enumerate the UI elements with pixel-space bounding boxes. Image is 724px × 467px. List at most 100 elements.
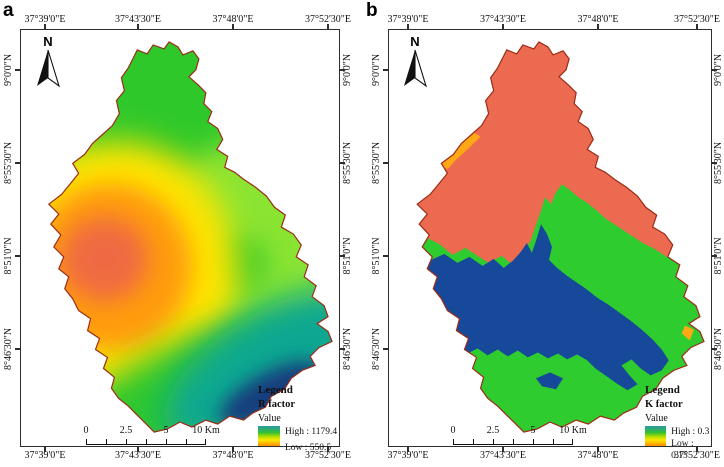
tick [502, 24, 504, 29]
k-class-orange-patch [681, 325, 694, 341]
scale-bar: 0 2.5 5 10 Km [83, 425, 220, 445]
tick [502, 447, 504, 452]
tick [340, 69, 345, 71]
scale-tick [125, 439, 128, 444]
legend-low-value: Low : 0.15 [671, 439, 694, 461]
scale-tick [166, 439, 168, 444]
legend-r-factor: Legend R factor Value High : 1179.4 Low … [258, 384, 337, 454]
tick [696, 24, 698, 29]
north-arrow: N [398, 35, 432, 93]
lat-label: 8°51'0"N [3, 237, 14, 275]
lat-label: 8°55'30"N [3, 141, 14, 185]
scale-tick [473, 439, 475, 444]
tick [15, 69, 20, 71]
scale-bar-labels: 0 2.5 5 10 Km [83, 425, 220, 438]
scale-bar-line [86, 438, 206, 445]
lon-label: 37°52'30"E [305, 14, 351, 25]
lon-label: 37°48'0"E [577, 450, 619, 461]
lat-label: 8°51'0"N [371, 237, 382, 275]
tick [712, 69, 717, 71]
legend-high-value: High : 1179.4 [285, 427, 338, 437]
north-arrow-label: N [43, 34, 53, 49]
lon-label: 37°48'0"E [212, 450, 254, 461]
lat-label: 8°55'30"N [371, 141, 382, 185]
lon-label: 37°39'0"E [387, 14, 429, 25]
legend-color-ramp [258, 426, 280, 446]
scale-tick [106, 439, 108, 444]
north-arrow-icon [37, 49, 61, 88]
tick [232, 447, 234, 452]
scale-tick [571, 439, 573, 444]
scale-tick [86, 439, 88, 444]
scale-tick [492, 439, 495, 444]
map-frame-b: N 0 2.5 5 10 Km L [388, 29, 712, 461]
scale-bar-labels: 0 2.5 5 10 Km [450, 425, 587, 438]
north-arrow-label: N [410, 34, 420, 49]
scale-tick [453, 439, 455, 444]
tick [327, 24, 329, 29]
tick [597, 24, 599, 29]
legend-low-value: Low : 550.5 [285, 443, 332, 453]
tick [44, 24, 46, 29]
tick [383, 255, 388, 257]
lon-label: 37°43'30"E [480, 450, 526, 461]
lat-label: 9°0'0"N [3, 53, 14, 87]
scale-label: 0 [450, 425, 456, 436]
scale-label: 5 [163, 425, 169, 436]
tick [340, 162, 345, 164]
lat-label: 9°0'0"N [371, 53, 382, 87]
lon-label: 37°48'0"E [212, 14, 254, 25]
scale-label: 10 Km [192, 425, 220, 436]
legend-title: Legend [258, 384, 293, 396]
watershed-outline [416, 41, 705, 433]
lon-label: 37°43'30"E [480, 14, 526, 25]
legend-k-factor: Legend K factor Value High : 0.3 Low : 0… [645, 384, 711, 461]
legend-value-label: Value [645, 413, 668, 424]
legend-color-ramp [645, 426, 667, 446]
map-frame-a: N 0 2.5 5 10 Km L [20, 29, 340, 453]
tick [712, 162, 717, 164]
north-arrow: N [31, 35, 65, 93]
legend-high-value: High : 0.3 [671, 427, 710, 437]
lon-label: 37°52'30"E [674, 14, 720, 25]
panel-b-label: b [366, 0, 378, 21]
lon-label: 37°39'0"E [24, 14, 66, 25]
tick [232, 24, 234, 29]
tick [137, 447, 139, 452]
scale-bar: 0 2.5 5 10 Km [450, 425, 587, 445]
scale-label: 2.5 [119, 425, 133, 436]
scale-bar-line [453, 438, 573, 445]
tick [15, 162, 20, 164]
legend-value-label: Value [258, 413, 281, 424]
tick [44, 447, 46, 452]
tick [137, 24, 139, 29]
scale-tick [513, 439, 515, 444]
scale-label: 5 [530, 425, 536, 436]
lon-label: 37°39'0"E [387, 450, 429, 461]
tick [15, 348, 20, 350]
tick [597, 447, 599, 452]
scale-tick [146, 439, 148, 444]
scale-tick [552, 439, 555, 444]
scale-label: 0 [83, 425, 89, 436]
north-arrow-icon [404, 49, 428, 88]
lon-label: 37°43'30"E [115, 14, 161, 25]
lon-label: 37°43'30"E [115, 450, 161, 461]
scale-tick [533, 439, 535, 444]
tick [407, 447, 409, 452]
scale-tick [185, 439, 188, 444]
scale-label: 10 Km [559, 425, 587, 436]
panel-a-label: a [3, 0, 14, 21]
legend-layer-name: K factor [645, 399, 683, 410]
lat-label: 8°46'30"N [371, 327, 382, 371]
tick [712, 348, 717, 350]
lon-label: 37°48'0"E [577, 14, 619, 25]
tick [712, 255, 717, 257]
legend-title: Legend [645, 384, 680, 396]
k-factor-map [416, 41, 705, 433]
lon-label: 37°39'0"E [24, 450, 66, 461]
tick [383, 162, 388, 164]
scale-label: 2.5 [486, 425, 500, 436]
lon-label: 37°52'30"E [674, 450, 720, 461]
